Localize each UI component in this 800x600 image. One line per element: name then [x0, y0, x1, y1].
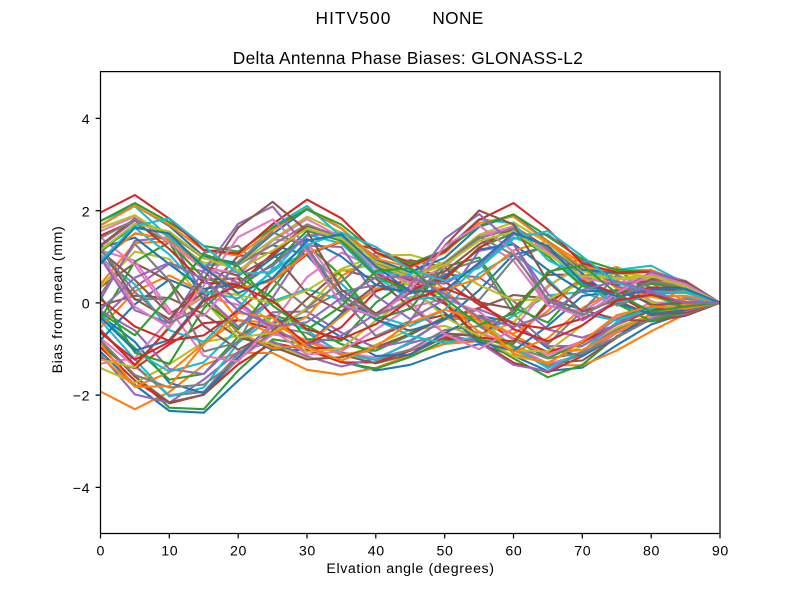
- svg-text:60: 60: [505, 544, 522, 560]
- svg-text:30: 30: [299, 544, 316, 560]
- svg-text:Delta Antenna Phase Biases: GL: Delta Antenna Phase Biases: GLONASS-L2: [233, 48, 583, 68]
- svg-text:HITV500: HITV500: [316, 8, 392, 28]
- svg-text:90: 90: [712, 544, 729, 560]
- svg-text:NONE: NONE: [432, 8, 483, 28]
- svg-text:0: 0: [82, 297, 91, 313]
- svg-text:70: 70: [574, 544, 591, 560]
- svg-text:Elvation angle (degrees): Elvation angle (degrees): [326, 561, 494, 577]
- svg-text:50: 50: [437, 544, 454, 560]
- svg-text:10: 10: [161, 544, 178, 560]
- svg-text:0: 0: [97, 544, 106, 560]
- svg-text:Bias from mean (mm): Bias from mean (mm): [50, 226, 66, 374]
- svg-text:4: 4: [82, 112, 91, 128]
- svg-text:40: 40: [368, 544, 385, 560]
- svg-text:80: 80: [643, 544, 660, 560]
- svg-text:−4: −4: [73, 481, 90, 497]
- svg-text:2: 2: [82, 204, 91, 220]
- svg-text:20: 20: [230, 544, 247, 560]
- svg-text:−2: −2: [73, 389, 90, 405]
